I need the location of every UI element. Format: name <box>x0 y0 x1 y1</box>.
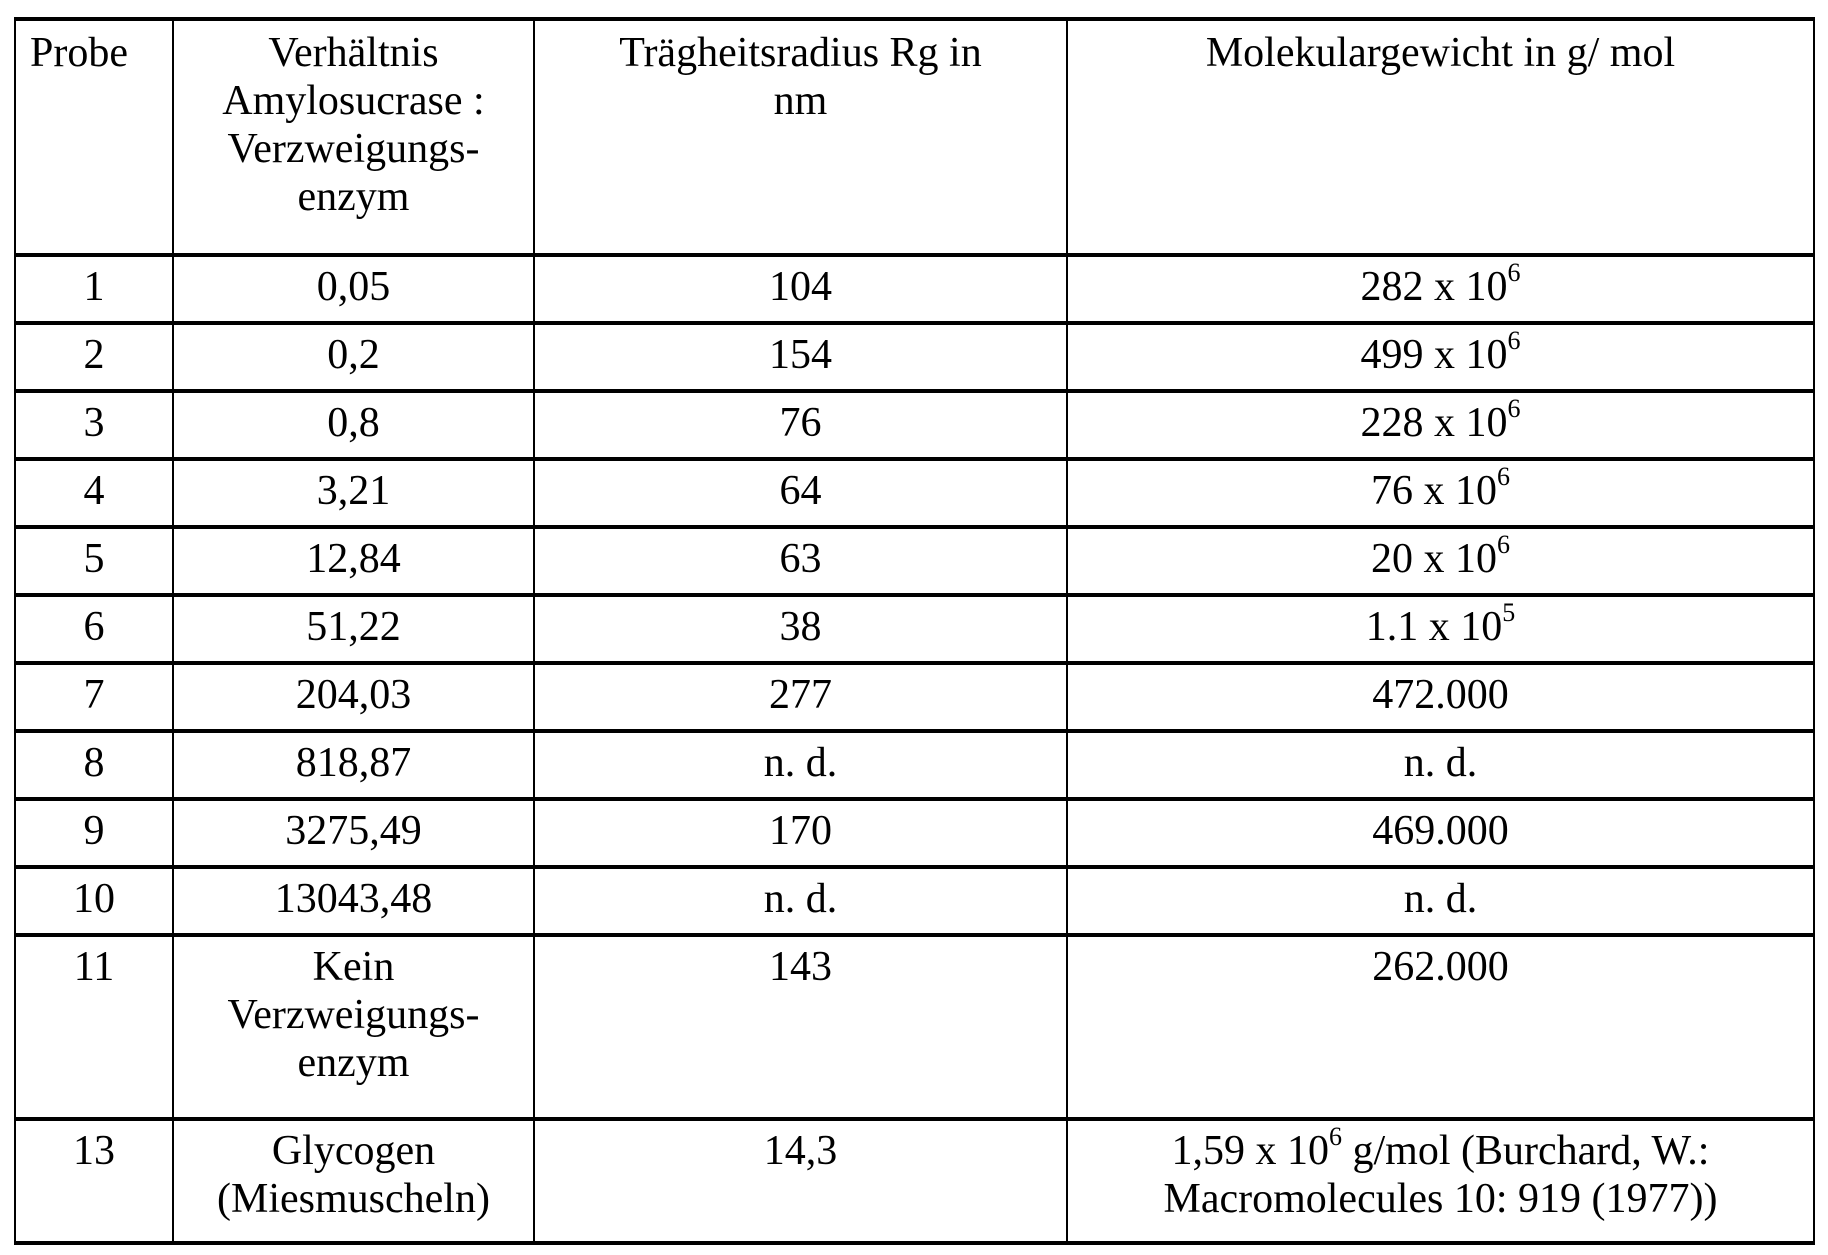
mw-exponent: 6 <box>1497 530 1510 559</box>
cell-ratio: Kein Verzweigungs- enzym <box>173 935 534 1119</box>
header-ratio-line: enzym <box>178 173 529 221</box>
cell-probe: 5 <box>15 527 173 595</box>
cell-rg: 63 <box>534 527 1067 595</box>
cell-probe: 8 <box>15 731 173 799</box>
cell-ratio: 0,2 <box>173 323 534 391</box>
table-row: 7 204,03 277 472.000 <box>15 663 1814 731</box>
cell-molecular-weight: 1.1 x 105 <box>1067 595 1814 663</box>
cell-probe: 9 <box>15 799 173 867</box>
cell-ratio: 12,84 <box>173 527 534 595</box>
cell-probe: 6 <box>15 595 173 663</box>
cell-probe: 10 <box>15 867 173 935</box>
cell-rg: 170 <box>534 799 1067 867</box>
table-row: 3 0,8 76 228 x 106 <box>15 391 1814 459</box>
cell-molecular-weight: 499 x 106 <box>1067 323 1814 391</box>
cell-ratio: 0,8 <box>173 391 534 459</box>
cell-probe: 4 <box>15 459 173 527</box>
cell-rg: n. d. <box>534 867 1067 935</box>
table-row: 10 13043,48 n. d. n. d. <box>15 867 1814 935</box>
cell-rg: 277 <box>534 663 1067 731</box>
cell-ratio: 818,87 <box>173 731 534 799</box>
cell-molecular-weight: 1,59 x 106 g/mol (Burchard, W.: Macromol… <box>1067 1119 1814 1243</box>
cell-ratio-line: enzym <box>178 1039 529 1087</box>
mw-exponent: 5 <box>1502 598 1515 627</box>
cell-rg: 154 <box>534 323 1067 391</box>
table-row: 2 0,2 154 499 x 106 <box>15 323 1814 391</box>
table-row: 4 3,21 64 76 x 106 <box>15 459 1814 527</box>
cell-ratio: 0,05 <box>173 255 534 323</box>
mw-base: 228 x 10 <box>1361 400 1508 446</box>
cell-molecular-weight: 469.000 <box>1067 799 1814 867</box>
header-rg: Trägheitsradius Rg in nm <box>534 19 1067 255</box>
header-rg-line: Trägheitsradius Rg in <box>539 29 1062 77</box>
mw-base: 1,59 x 10 <box>1172 1128 1330 1174</box>
cell-probe: 13 <box>15 1119 173 1243</box>
cell-ratio: 51,22 <box>173 595 534 663</box>
cell-rg: 76 <box>534 391 1067 459</box>
cell-ratio-line: Kein <box>178 943 529 991</box>
cell-molecular-weight: 472.000 <box>1067 663 1814 731</box>
cell-ratio-line: Verzweigungs- <box>178 991 529 1039</box>
mw-exponent: 6 <box>1508 394 1521 423</box>
mw-base: 282 x 10 <box>1361 264 1508 310</box>
cell-probe: 7 <box>15 663 173 731</box>
cell-probe: 3 <box>15 391 173 459</box>
table-row: 5 12,84 63 20 x 106 <box>15 527 1814 595</box>
cell-ratio-line: (Miesmuscheln) <box>178 1175 529 1223</box>
header-ratio-line: Verzweigungs- <box>178 125 529 173</box>
cell-ratio: Glycogen (Miesmuscheln) <box>173 1119 534 1243</box>
mw-suffix: g/mol (Burchard, W.: <box>1342 1128 1709 1174</box>
mw-exponent: 6 <box>1497 462 1510 491</box>
cell-molecular-weight: 262.000 <box>1067 935 1814 1119</box>
header-molecular-weight: Molekulargewicht in g/ mol <box>1067 19 1814 255</box>
cell-mw-line: Macromolecules 10: 919 (1977)) <box>1072 1175 1809 1223</box>
mw-base: 20 x 10 <box>1371 536 1497 582</box>
table-row: 11 Kein Verzweigungs- enzym 143 262.000 <box>15 935 1814 1119</box>
mw-base: 472.000 <box>1372 672 1509 718</box>
mw-base: 76 x 10 <box>1371 468 1497 514</box>
cell-ratio: 3,21 <box>173 459 534 527</box>
mw-base: 469.000 <box>1372 808 1509 854</box>
mw-base: n. d. <box>1404 740 1478 786</box>
cell-ratio: 3275,49 <box>173 799 534 867</box>
table-row: 6 51,22 38 1.1 x 105 <box>15 595 1814 663</box>
cell-rg: 143 <box>534 935 1067 1119</box>
cell-probe: 2 <box>15 323 173 391</box>
cell-probe: 11 <box>15 935 173 1119</box>
header-row: Probe Verhältnis Amylosucrase : Verzweig… <box>15 19 1814 255</box>
cell-rg: 64 <box>534 459 1067 527</box>
cell-molecular-weight: n. d. <box>1067 867 1814 935</box>
cell-rg: 104 <box>534 255 1067 323</box>
cell-ratio-line: Glycogen <box>178 1127 529 1175</box>
cell-rg: 14,3 <box>534 1119 1067 1243</box>
cell-rg: 38 <box>534 595 1067 663</box>
results-table: Probe Verhältnis Amylosucrase : Verzweig… <box>14 17 1815 1245</box>
mw-base: 499 x 10 <box>1361 332 1508 378</box>
cell-mw-line: 1,59 x 106 g/mol (Burchard, W.: <box>1072 1127 1809 1175</box>
cell-molecular-weight: 228 x 106 <box>1067 391 1814 459</box>
mw-exponent: 6 <box>1508 326 1521 355</box>
table-row: 1 0,05 104 282 x 106 <box>15 255 1814 323</box>
header-ratio-line: Amylosucrase : <box>178 77 529 125</box>
cell-molecular-weight: n. d. <box>1067 731 1814 799</box>
mw-base: 1.1 x 10 <box>1366 604 1503 650</box>
mw-base: n. d. <box>1404 876 1478 922</box>
cell-molecular-weight: 76 x 106 <box>1067 459 1814 527</box>
cell-rg: n. d. <box>534 731 1067 799</box>
mw-exponent: 6 <box>1508 258 1521 287</box>
cell-probe: 1 <box>15 255 173 323</box>
table-row: 13 Glycogen (Miesmuscheln) 14,3 1,59 x 1… <box>15 1119 1814 1243</box>
header-ratio: Verhältnis Amylosucrase : Verzweigungs- … <box>173 19 534 255</box>
cell-ratio: 13043,48 <box>173 867 534 935</box>
cell-ratio: 204,03 <box>173 663 534 731</box>
table-row: 9 3275,49 170 469.000 <box>15 799 1814 867</box>
mw-exponent: 6 <box>1329 1122 1342 1151</box>
table-row: 8 818,87 n. d. n. d. <box>15 731 1814 799</box>
header-ratio-line: Verhältnis <box>178 29 529 77</box>
header-probe: Probe <box>15 19 173 255</box>
cell-molecular-weight: 282 x 106 <box>1067 255 1814 323</box>
header-rg-line: nm <box>539 77 1062 125</box>
cell-molecular-weight: 20 x 106 <box>1067 527 1814 595</box>
